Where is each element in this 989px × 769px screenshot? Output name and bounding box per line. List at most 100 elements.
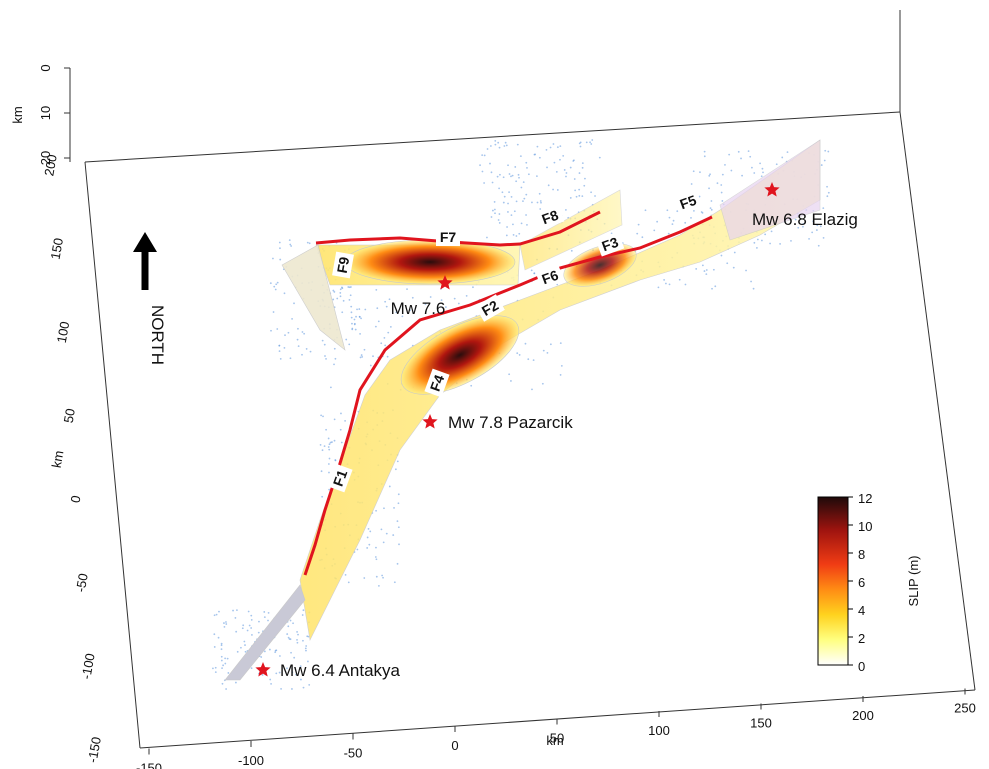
dot — [251, 619, 253, 621]
dot — [351, 317, 353, 319]
dot — [243, 641, 245, 643]
dot — [290, 620, 292, 622]
dot — [340, 288, 342, 290]
dot — [397, 563, 399, 565]
event-label: Mw 6.4 Antakya — [280, 661, 401, 680]
event-label: Mw 6.8 Elazig — [752, 210, 858, 229]
y-tick-label: 100 — [54, 320, 73, 344]
dot — [328, 446, 330, 448]
dot — [267, 620, 269, 622]
dot — [527, 358, 529, 360]
dot — [560, 374, 562, 376]
dot — [579, 143, 581, 145]
dot — [386, 533, 388, 535]
dot — [728, 154, 730, 156]
dot — [222, 683, 224, 685]
dot — [363, 577, 365, 579]
dot — [258, 632, 260, 634]
dot — [514, 210, 516, 212]
dot — [350, 294, 352, 296]
dot — [753, 172, 755, 174]
dot — [250, 627, 252, 629]
dot — [221, 643, 223, 645]
dot — [269, 649, 271, 651]
dot — [260, 656, 262, 658]
dot — [389, 486, 391, 488]
dot — [213, 633, 215, 635]
dot — [221, 656, 223, 658]
dot — [638, 224, 640, 226]
colorbar-tick-label: 6 — [858, 575, 865, 590]
dot — [339, 292, 341, 294]
dot — [483, 182, 485, 184]
dot — [359, 316, 361, 318]
dot — [492, 210, 494, 212]
dot — [350, 306, 352, 308]
dot — [507, 164, 509, 166]
dot — [771, 231, 773, 233]
dot — [286, 633, 288, 635]
dot — [704, 155, 706, 157]
dot — [289, 638, 291, 640]
dot — [381, 575, 383, 577]
dot — [570, 167, 572, 169]
dot — [489, 163, 491, 165]
dot — [510, 380, 512, 382]
dot — [322, 415, 324, 417]
dot — [663, 279, 665, 281]
dot — [384, 301, 386, 303]
dot — [280, 358, 282, 360]
dot — [306, 635, 308, 637]
dot — [221, 648, 223, 650]
dot — [335, 358, 337, 360]
dot — [398, 543, 400, 545]
dot — [216, 614, 218, 616]
dot — [513, 234, 515, 236]
dot — [546, 149, 548, 151]
dot — [321, 496, 323, 498]
dot — [398, 502, 400, 504]
dot — [273, 311, 275, 313]
dot — [787, 151, 789, 153]
dot — [277, 282, 279, 284]
dot — [235, 631, 237, 633]
dot — [704, 270, 706, 272]
dot — [762, 171, 764, 173]
y-tick-label: -100 — [78, 652, 97, 680]
dot — [822, 207, 824, 209]
dot — [384, 344, 386, 346]
dot — [722, 174, 724, 176]
dot — [275, 649, 277, 651]
dot — [222, 664, 224, 666]
dot — [572, 160, 574, 162]
dot — [528, 173, 530, 175]
x-tick-label: -100 — [238, 753, 264, 768]
dot — [711, 288, 713, 290]
dot — [717, 182, 719, 184]
dot — [508, 373, 510, 375]
dot — [656, 221, 658, 223]
dot — [293, 302, 295, 304]
figure: NORTH 024681012 SLIP (m) -150-100-500501… — [0, 0, 989, 769]
dot — [494, 212, 496, 214]
dot — [502, 191, 504, 193]
dot — [713, 269, 715, 271]
dot — [369, 531, 371, 533]
dot — [321, 470, 323, 472]
dot — [356, 549, 358, 551]
dot — [708, 175, 710, 177]
dot — [512, 175, 514, 177]
dot — [705, 273, 707, 275]
dot — [383, 542, 385, 544]
x-tick-label: 100 — [648, 723, 670, 738]
dot — [221, 644, 223, 646]
dot — [534, 154, 536, 156]
dot — [691, 183, 693, 185]
dot — [590, 191, 592, 193]
dot — [263, 611, 265, 613]
dot — [278, 345, 280, 347]
dot — [539, 208, 541, 210]
dot — [284, 334, 286, 336]
dot — [582, 167, 584, 169]
dot — [279, 655, 281, 657]
